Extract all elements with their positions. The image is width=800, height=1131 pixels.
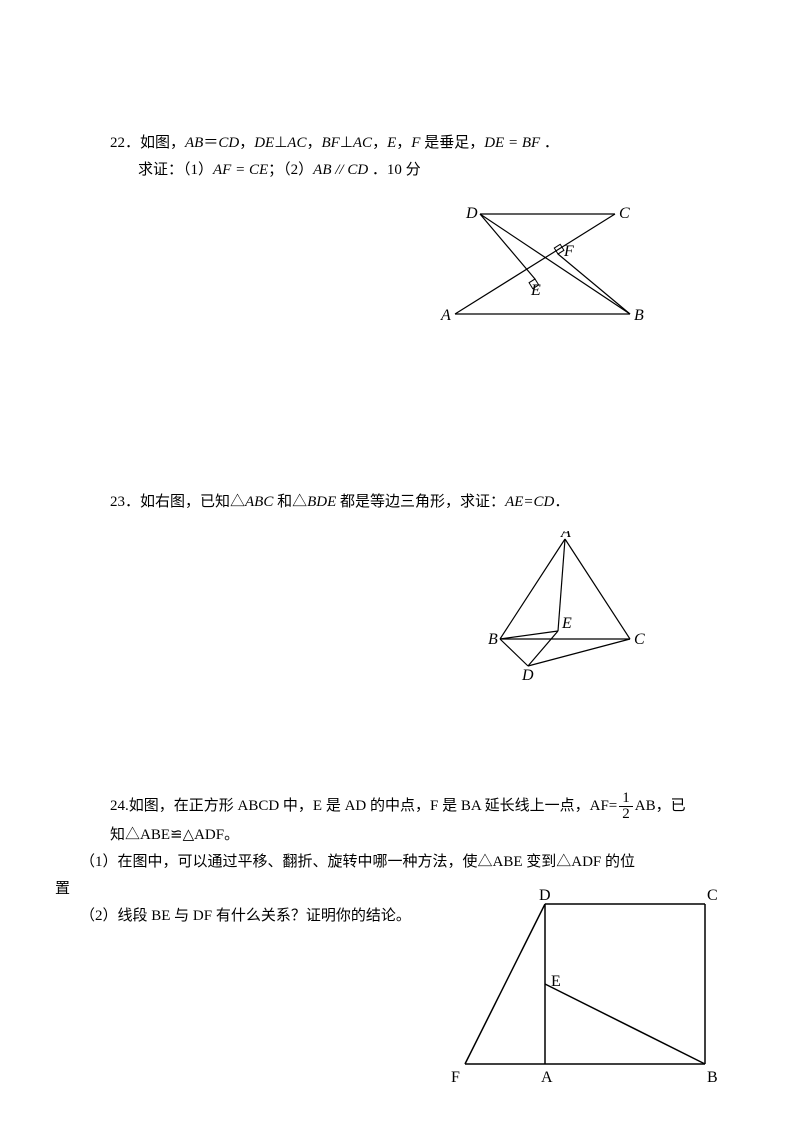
svg-text:C: C — [634, 631, 645, 648]
var: E — [387, 135, 396, 151]
text: 置 — [55, 881, 70, 897]
numerator: 1 — [619, 791, 633, 807]
text: ＝ — [203, 135, 218, 151]
text: 23．如右图，已知△ — [110, 494, 245, 510]
svg-text:D: D — [465, 205, 478, 222]
svg-text:F: F — [451, 1069, 460, 1086]
var: BF — [321, 135, 339, 151]
var: ABC — [245, 494, 273, 510]
text: AB，已 — [635, 798, 686, 814]
p24-line1: 24.如图，在正方形 ABCD 中，E 是 AD 的中点，F 是 BA 延长线上… — [80, 791, 720, 822]
text: ⊥ — [274, 135, 287, 151]
text: ⊥ — [340, 135, 353, 151]
svg-text:B: B — [488, 631, 498, 648]
text: ． — [554, 494, 569, 510]
figure-24: D C A B F E — [430, 886, 730, 1091]
var: AB — [185, 135, 203, 151]
p24-line2: 知△ABE≌△ADF。 — [80, 822, 720, 849]
svg-text:A: A — [560, 531, 571, 541]
var: CD — [347, 162, 368, 178]
text: （2）线段 BE 与 DF 有什么关系？证明你的结论。 — [80, 908, 411, 924]
var: DE — [254, 135, 274, 151]
problem-22: 22．如图，AB＝CD，DE⊥AC，BF⊥AC，E，F 是垂足，DE = BF … — [80, 130, 720, 349]
text: ， — [239, 135, 254, 151]
var: AC — [287, 135, 306, 151]
p22-line2: 求证：（1）AF = CE；（2）AB // CD ．10 分 — [80, 157, 720, 184]
var: // — [331, 162, 347, 178]
text: 知△ABE≌△ADF。 — [110, 827, 239, 843]
p23-line1: 23．如右图，已知△ABC 和△BDE 都是等边三角形，求证：AE=CD． — [80, 489, 720, 516]
figure-23: A B C D E — [460, 531, 660, 686]
svg-text:B: B — [707, 1069, 718, 1086]
svg-text:E: E — [561, 615, 572, 632]
text: 求证：（1） — [138, 162, 213, 178]
text: 和△ — [273, 494, 307, 510]
text: 24.如图，在正方形 ABCD 中，E 是 AD 的中点，F 是 BA 延长线上… — [110, 798, 617, 814]
problem-24: 24.如图，在正方形 ABCD 中，E 是 AD 的中点，F 是 BA 延长线上… — [80, 791, 720, 930]
svg-text:A: A — [541, 1069, 553, 1086]
svg-text:C: C — [707, 887, 718, 904]
text: 是垂足， — [420, 135, 484, 151]
var: AE=CD — [505, 494, 554, 510]
fraction-half: 12 — [619, 791, 633, 822]
text: ， — [396, 135, 411, 151]
text: ， — [372, 135, 387, 151]
problem-23: 23．如右图，已知△ABC 和△BDE 都是等边三角形，求证：AE=CD． AB… — [80, 489, 720, 691]
svg-text:E: E — [551, 973, 561, 990]
text: ． — [540, 135, 559, 151]
p24-line3: （1）在图中，可以通过平移、翻折、旋转中哪一种方法，使△ABE 变到△ADF 的… — [80, 849, 720, 876]
text: ， — [306, 135, 321, 151]
text: 都是等边三角形，求证： — [336, 494, 505, 510]
text: 22．如图， — [110, 135, 185, 151]
svg-text:E: E — [530, 282, 541, 299]
svg-text:D: D — [539, 887, 551, 904]
var: DE = BF — [484, 135, 540, 151]
svg-text:A: A — [440, 307, 451, 324]
figure-22: D C A B E F — [440, 204, 660, 344]
var: AC — [353, 135, 372, 151]
denominator: 2 — [619, 807, 633, 822]
text: （1）在图中，可以通过平移、翻折、旋转中哪一种方法，使△ABE 变到△ADF 的… — [80, 854, 635, 870]
text: ；（2） — [268, 162, 313, 178]
svg-text:C: C — [619, 205, 630, 222]
var: AB — [313, 162, 331, 178]
var: CD — [218, 135, 239, 151]
text: ．10 分 — [368, 162, 421, 178]
p22-line1: 22．如图，AB＝CD，DE⊥AC，BF⊥AC，E，F 是垂足，DE = BF … — [80, 130, 720, 157]
var: AF = CE — [213, 162, 268, 178]
svg-text:D: D — [521, 667, 534, 684]
svg-text:F: F — [563, 243, 574, 260]
svg-text:B: B — [634, 307, 644, 324]
var: BDE — [307, 494, 336, 510]
